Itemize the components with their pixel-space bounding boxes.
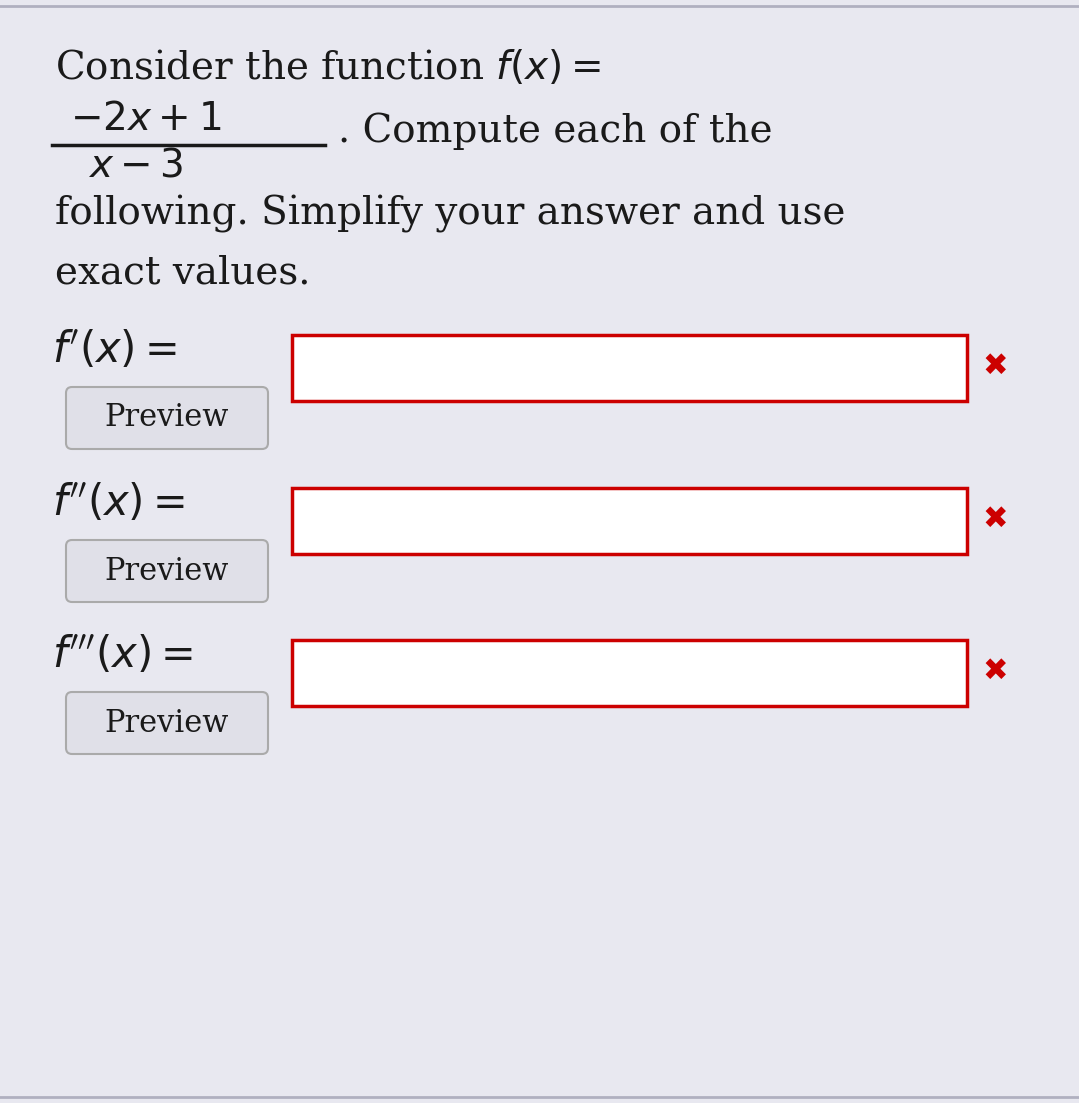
Text: . Compute each of the: . Compute each of the: [338, 113, 773, 150]
Text: $f''(x) =$: $f''(x) =$: [52, 482, 185, 524]
FancyBboxPatch shape: [292, 640, 967, 706]
Text: Consider the function $f(x) =$: Consider the function $f(x) =$: [55, 49, 601, 87]
Text: Preview: Preview: [105, 556, 229, 587]
Text: ✖: ✖: [982, 352, 1008, 381]
Text: exact values.: exact values.: [55, 255, 311, 292]
FancyBboxPatch shape: [66, 387, 268, 449]
Text: $f'(x) =$: $f'(x) =$: [52, 329, 177, 371]
Text: $x-3$: $x-3$: [88, 148, 183, 185]
Text: ✖: ✖: [982, 504, 1008, 534]
FancyBboxPatch shape: [66, 692, 268, 754]
FancyBboxPatch shape: [292, 488, 967, 554]
Text: $-2x+1$: $-2x+1$: [70, 101, 221, 138]
Text: ✖: ✖: [982, 656, 1008, 685]
FancyBboxPatch shape: [66, 540, 268, 602]
Text: Preview: Preview: [105, 707, 229, 739]
Text: Preview: Preview: [105, 403, 229, 433]
Text: $f'''(x) =$: $f'''(x) =$: [52, 634, 193, 676]
FancyBboxPatch shape: [292, 335, 967, 401]
Text: following. Simplify your answer and use: following. Simplify your answer and use: [55, 195, 846, 233]
